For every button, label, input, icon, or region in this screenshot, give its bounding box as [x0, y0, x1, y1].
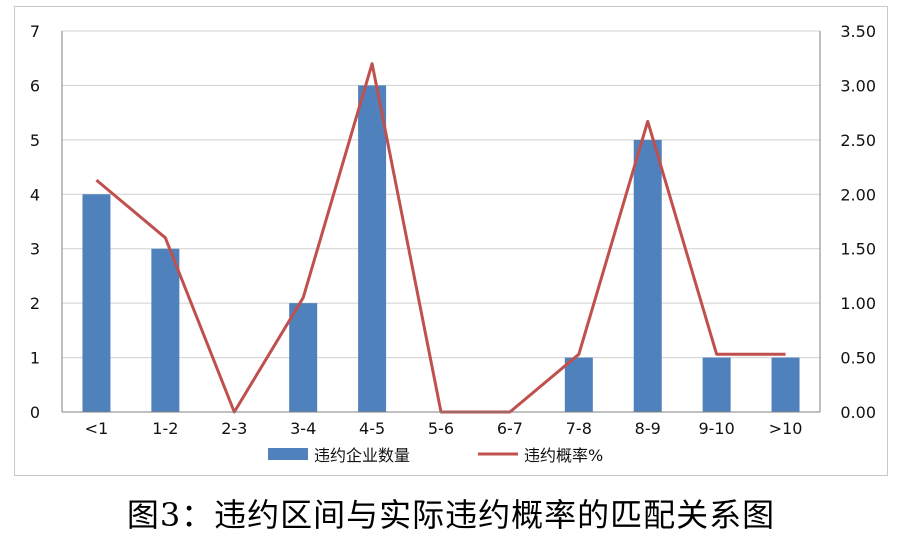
figure-caption: 图3：违约区间与实际违约概率的匹配关系图 — [126, 496, 776, 534]
y-right-tick-label: 1.50 — [840, 240, 876, 259]
bar — [771, 357, 800, 412]
y-right-tick-label: 1.00 — [840, 294, 876, 313]
x-tick-label: 3-4 — [290, 419, 316, 438]
grid-lines — [62, 30, 820, 359]
y-left-tick-label: 3 — [30, 240, 40, 259]
x-tick-label: 5-6 — [428, 419, 454, 438]
bar — [564, 357, 593, 412]
y-right-tick-label: 2.00 — [840, 185, 876, 204]
bar — [289, 303, 318, 412]
legend-bar-label: 违约企业数量 — [314, 446, 410, 465]
line-series — [95, 62, 786, 414]
y-left-tick-label: 5 — [30, 131, 40, 150]
x-tick-label: >10 — [769, 419, 803, 438]
y-left-tick-label: 2 — [30, 294, 40, 313]
y-right-tick-label: 0.50 — [840, 349, 876, 368]
y-left-tick-label: 4 — [30, 185, 40, 204]
y-left-tick-label: 7 — [30, 22, 40, 41]
x-tick-label: 7-8 — [566, 419, 592, 438]
bar — [633, 139, 662, 412]
bar-series — [82, 85, 800, 412]
y-right-tick-label: 0.00 — [840, 403, 876, 422]
y-right-tick-label: 3.00 — [840, 76, 876, 95]
chart: 0 1 2 3 4 5 6 7 0.00 0.50 1.00 1.50 2.00 2.50 3.00 3.50… — [30, 22, 876, 465]
x-tick-label: 4-5 — [359, 419, 385, 438]
bar — [702, 357, 731, 412]
bar — [151, 248, 180, 412]
y-left-tick-label: 6 — [30, 76, 40, 95]
legend: 违约企业数量 违约概率% — [268, 446, 603, 465]
legend-line-label: 违约概率% — [524, 446, 603, 465]
y-left-tick-label: 1 — [30, 349, 40, 368]
legend-bar-swatch — [268, 448, 308, 460]
x-tick-label: 8-9 — [635, 419, 661, 438]
y-right-tick-label: 3.50 — [840, 22, 876, 41]
y-left-tick-label: 0 — [30, 403, 40, 422]
x-tick-label: 6-7 — [497, 419, 523, 438]
bar — [82, 194, 111, 412]
x-tick-label: 2-3 — [221, 419, 247, 438]
x-tick-label: 1-2 — [152, 419, 178, 438]
x-tick-label: <1 — [85, 419, 109, 438]
x-tick-label: 9-10 — [698, 419, 734, 438]
line-series-path — [95, 62, 786, 414]
axes: 0 1 2 3 4 5 6 7 0.00 0.50 1.00 1.50 2.00 2.50 3.00 3.50… — [30, 22, 876, 438]
y-right-tick-label: 2.50 — [840, 131, 876, 150]
bar — [358, 85, 387, 412]
